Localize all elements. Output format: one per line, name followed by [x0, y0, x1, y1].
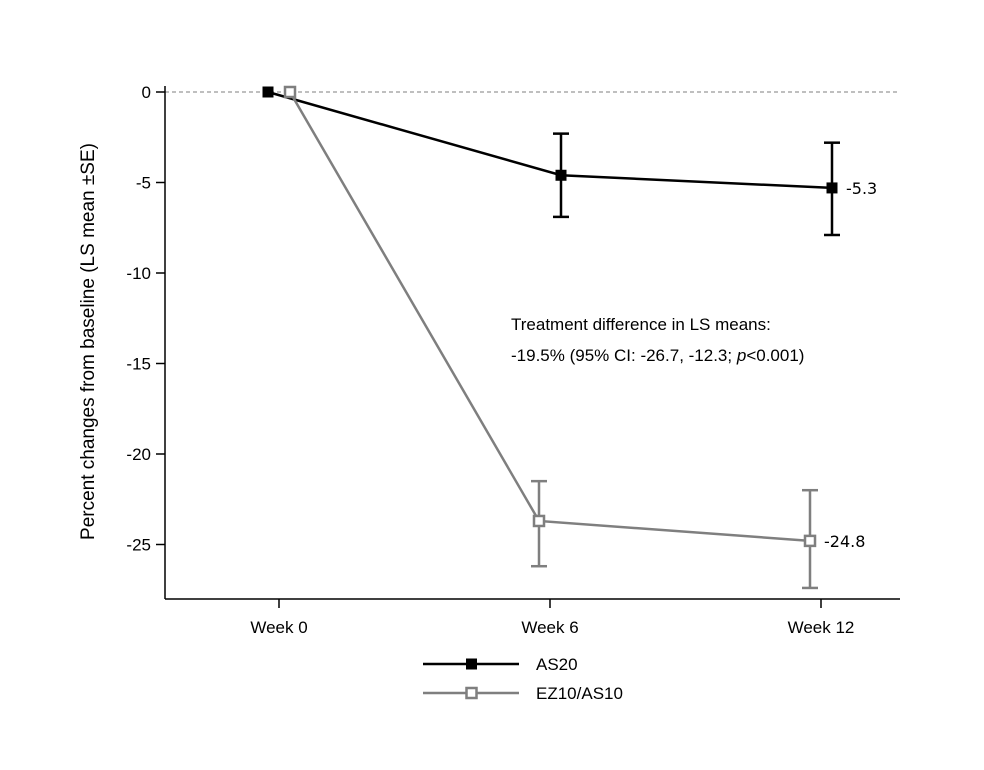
annotation-p-value: <0.001): [746, 346, 804, 365]
legend: AS20 EZ10/AS10: [423, 655, 623, 703]
legend-label: AS20: [536, 655, 578, 674]
annotation-ci: -19.5% (95% CI: -26.7, -12.3;: [511, 346, 737, 365]
data-point: [826, 182, 838, 194]
x-ticks: Week 0 Week 6 Week 12: [250, 599, 854, 637]
series-layer: -5.3 -24.8: [262, 85, 877, 590]
data-point: [532, 514, 546, 528]
y-tick-label: -25: [126, 536, 151, 555]
annotation-line-1: Treatment difference in LS means:: [511, 315, 771, 334]
y-tick-label: -15: [126, 355, 151, 374]
y-axis-label: Percent changes from baseline (LS mean ±…: [78, 143, 99, 540]
x-tick-label: Week 6: [521, 618, 578, 637]
y-tick-label: -20: [126, 445, 151, 464]
series-as20: -5.3: [262, 86, 877, 237]
legend-label: EZ10/AS10: [536, 684, 623, 703]
y-ticks: 0 -5 -10 -15 -20 -25: [126, 83, 165, 555]
end-value-label: -24.8: [824, 532, 865, 551]
y-tick-label: 0: [142, 83, 151, 102]
legend-marker: [465, 686, 478, 700]
series-line: [267, 90, 833, 190]
x-tick-label: Week 12: [788, 618, 855, 637]
data-point: [555, 169, 567, 181]
data-point: [283, 85, 297, 99]
data-point: [803, 534, 817, 548]
legend-marker: [466, 658, 477, 670]
series-ez10-as10: -24.8: [283, 85, 865, 590]
end-value-label: -5.3: [846, 179, 877, 198]
legend-item: EZ10/AS10: [423, 684, 623, 703]
y-tick-label: -10: [126, 264, 151, 283]
y-tick-label: -5: [136, 174, 151, 193]
annotation-p-symbol: p: [736, 346, 746, 365]
legend-item: AS20: [423, 655, 578, 674]
annotation-line-2: -19.5% (95% CI: -26.7, -12.3; p<0.001): [511, 346, 804, 365]
data-point: [262, 86, 274, 98]
x-tick-label: Week 0: [250, 618, 307, 637]
